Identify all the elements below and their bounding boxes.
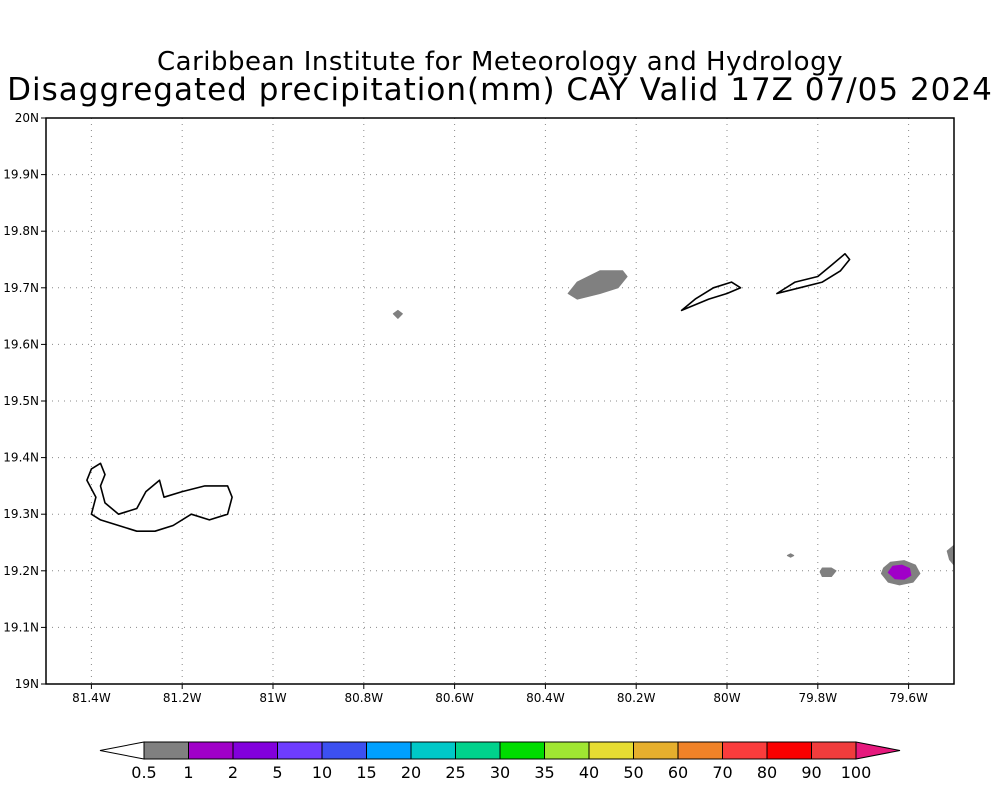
legend-label: 80 bbox=[757, 763, 777, 782]
legend-swatch bbox=[811, 741, 857, 760]
legend-under-arrow bbox=[99, 741, 145, 760]
longitude-ticks: 81.4W 81.2W 81W 80.8W 80.6W 80.4W 80.2W 80W 79.8… bbox=[72, 684, 928, 705]
lat-tick-label: 19.5N bbox=[3, 394, 39, 408]
legend-label: 0.5 bbox=[131, 763, 156, 782]
lon-tick-label: 79.8W bbox=[799, 691, 838, 705]
legend-label: 20 bbox=[401, 763, 421, 782]
lat-tick-label: 19.2N bbox=[3, 564, 39, 578]
lon-tick-label: 80.6W bbox=[435, 691, 474, 705]
chart-title-line-2: Disaggregated precipitation(mm) CAY Vali… bbox=[7, 72, 993, 108]
legend-swatch bbox=[588, 741, 634, 760]
legend-swatch bbox=[544, 741, 590, 760]
lon-tick-label: 81W bbox=[259, 691, 286, 705]
legend-over-arrow bbox=[855, 741, 901, 760]
lat-tick-label: 19.3N bbox=[3, 507, 39, 521]
precipitation-layer bbox=[392, 270, 955, 586]
legend-label: 30 bbox=[490, 763, 510, 782]
latitude-ticks: 19N 19.1N 19.2N 19.3N 19.4N 19.5N 19.6N 19.7N 19… bbox=[3, 111, 46, 691]
lat-tick-label: 19.6N bbox=[3, 337, 39, 351]
lon-tick-label: 81.4W bbox=[72, 691, 111, 705]
legend-swatch bbox=[143, 741, 189, 760]
lon-tick-label: 80.2W bbox=[617, 691, 656, 705]
legend-label: 100 bbox=[841, 763, 872, 782]
legend-label: 2 bbox=[228, 763, 238, 782]
rain-core-east bbox=[887, 564, 912, 580]
legend-swatch bbox=[410, 741, 456, 760]
lat-tick-label: 19.1N bbox=[3, 620, 39, 634]
legend-swatch bbox=[766, 741, 812, 760]
legend-swatch bbox=[321, 741, 367, 760]
legend-label: 25 bbox=[445, 763, 465, 782]
lat-tick-label: 19.4N bbox=[3, 451, 39, 465]
rain-area-edge bbox=[946, 544, 955, 566]
legend-label: 1 bbox=[183, 763, 193, 782]
legend-swatch bbox=[277, 741, 323, 760]
rain-area-north bbox=[567, 270, 628, 300]
legend-label: 15 bbox=[356, 763, 376, 782]
lat-tick-label: 20N bbox=[15, 111, 39, 125]
lon-tick-label: 80.4W bbox=[526, 691, 565, 705]
legend-label: 70 bbox=[712, 763, 732, 782]
legend-swatch bbox=[232, 741, 278, 760]
legend-label: 35 bbox=[534, 763, 554, 782]
lon-tick-label: 79.6W bbox=[889, 691, 928, 705]
legend-swatch bbox=[633, 741, 679, 760]
legend-swatch bbox=[722, 741, 768, 760]
legend-label: 40 bbox=[579, 763, 599, 782]
legend-label: 90 bbox=[801, 763, 821, 782]
chart-title-line-1: Caribbean Institute for Meteorology and … bbox=[157, 47, 843, 77]
lat-tick-label: 19.7N bbox=[3, 281, 39, 295]
lon-tick-label: 80.8W bbox=[345, 691, 384, 705]
legend-label: 5 bbox=[272, 763, 282, 782]
legend-swatch bbox=[455, 741, 501, 760]
rain-speck-2 bbox=[786, 553, 795, 558]
lon-tick-label: 81.2W bbox=[163, 691, 202, 705]
rain-speck bbox=[392, 309, 403, 319]
legend-swatch bbox=[366, 741, 412, 760]
lon-tick-label: 80W bbox=[713, 691, 740, 705]
little-cayman-outline bbox=[680, 281, 742, 312]
lat-tick-label: 19.8N bbox=[3, 224, 39, 238]
rain-area-east-small bbox=[819, 567, 837, 577]
legend-label: 60 bbox=[668, 763, 688, 782]
legend-label: 50 bbox=[623, 763, 643, 782]
legend-label: 10 bbox=[312, 763, 332, 782]
legend-swatch bbox=[499, 741, 545, 760]
legend-swatch bbox=[677, 741, 723, 760]
lat-tick-label: 19.9N bbox=[3, 168, 39, 182]
map-grid bbox=[46, 118, 954, 684]
cayman-brac-outline bbox=[776, 253, 851, 295]
grand-cayman-outline bbox=[86, 462, 233, 533]
island-outlines bbox=[86, 253, 851, 533]
lat-tick-label: 19N bbox=[15, 677, 39, 691]
legend-swatch bbox=[188, 741, 234, 760]
color-legend: 0.5 1 2 5 10 15 20 25 30 35 40 50 60 70 80 90 100 bbox=[99, 741, 901, 782]
